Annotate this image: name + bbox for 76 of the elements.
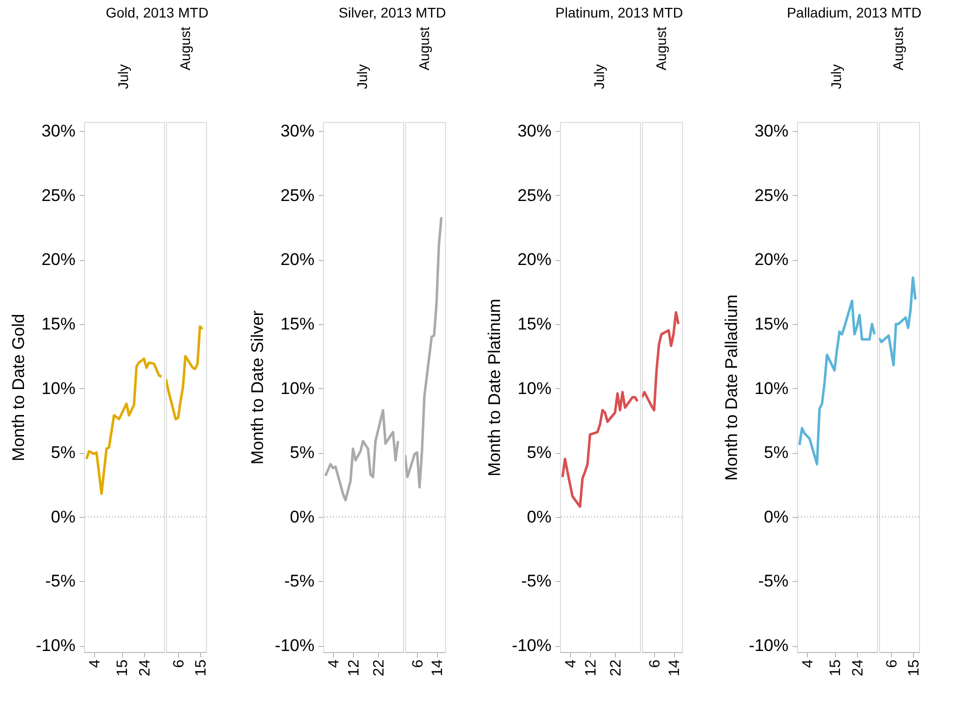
chart-title: Gold, 2013 MTD (106, 4, 208, 20)
y-tick-label: 5% (526, 443, 552, 462)
line-series (324, 408, 400, 502)
y-tick-label: -5% (521, 572, 552, 591)
y-tick-label: 25% (280, 186, 314, 205)
y-tick-label: 10% (41, 378, 76, 398)
y-axis-title: Month to Date Platinum (484, 298, 504, 476)
chart-subtitle: July (115, 64, 131, 90)
chart-subtitle: August (890, 26, 906, 70)
chart-title: Silver, 2013 MTD (338, 4, 446, 20)
chart-title: Platinum, 2013 MTD (555, 4, 683, 20)
y-tick-label: -10% (512, 636, 552, 656)
x-tick-label: 4 (800, 660, 816, 668)
line-series (798, 300, 876, 466)
y-tick-label: 0% (764, 507, 788, 526)
y-tick-label: 0% (526, 507, 552, 526)
y-tick-label: 10% (280, 378, 314, 398)
y-tick-label: 20% (754, 250, 788, 270)
line-series (561, 390, 639, 508)
y-tick-label: 10% (517, 378, 552, 398)
y-tick-label: 30% (517, 122, 552, 141)
chart-subtitle: July (354, 64, 370, 90)
x-tick-label: 14 (429, 660, 446, 676)
chart-subtitle: August (653, 26, 669, 70)
y-tick-label: 5% (764, 443, 788, 462)
y-tick-label: 20% (280, 250, 314, 270)
y-tick-label: 15% (41, 314, 76, 334)
x-tick-label: 14 (666, 660, 684, 676)
chart-subtitle: July (828, 64, 844, 90)
y-tick-label: 20% (517, 250, 552, 270)
y-tick-label: 5% (290, 443, 314, 462)
x-tick-label: 24 (850, 660, 866, 676)
y-tick-label: 30% (41, 122, 76, 141)
x-tick-label: 24 (136, 660, 154, 676)
y-tick-label: -10% (36, 636, 76, 656)
chart-title: Palladium, 2013 MTD (786, 4, 922, 20)
y-tick-label: -5% (284, 572, 314, 591)
y-tick-label: 15% (517, 314, 552, 334)
x-tick-label: 15 (114, 660, 131, 676)
y-tick-label: 30% (280, 122, 314, 141)
y-tick-label: 25% (41, 186, 76, 205)
x-tick-label: 6 (884, 660, 901, 668)
y-tick-label: 0% (290, 507, 314, 526)
x-tick-label: 12 (582, 660, 600, 676)
x-tick-label: 6 (170, 660, 188, 668)
y-tick-label: 5% (50, 443, 76, 462)
chart-subtitle: July (591, 64, 607, 90)
x-tick-label: 4 (86, 660, 104, 668)
y-tick-label: 25% (517, 186, 552, 205)
x-tick-label: 6 (646, 660, 664, 668)
y-tick-label: 10% (754, 378, 788, 398)
line-series (85, 357, 163, 496)
y-tick-label: -5% (45, 572, 76, 591)
y-tick-label: 30% (754, 122, 788, 141)
x-tick-label: 4 (562, 660, 580, 668)
y-tick-label: 15% (280, 314, 314, 334)
x-tick-label: 4 (326, 660, 342, 668)
x-tick-label: 22 (608, 660, 624, 676)
y-tick-label: -10% (748, 636, 788, 656)
y-axis-title: Month to Date Silver (248, 310, 267, 465)
y-axis-title: Month to Date Palladium (722, 294, 741, 481)
chart-subtitle: August (177, 26, 193, 70)
y-tick-label: -5% (758, 572, 788, 591)
x-tick-label: 15 (905, 660, 922, 676)
y-tick-label: 25% (754, 186, 788, 205)
y-axis-title: Month to Date Gold (8, 314, 28, 462)
x-tick-label: 12 (346, 660, 362, 676)
x-tick-label: 15 (192, 660, 210, 676)
x-tick-label: 15 (827, 660, 844, 676)
chart-subtitle: August (416, 26, 432, 70)
y-tick-label: -10% (274, 636, 314, 656)
x-tick-label: 22 (370, 660, 388, 676)
x-tick-label: 6 (410, 660, 427, 668)
y-tick-label: 15% (754, 314, 788, 334)
y-tick-label: 20% (41, 250, 76, 270)
y-tick-label: 0% (50, 507, 76, 526)
